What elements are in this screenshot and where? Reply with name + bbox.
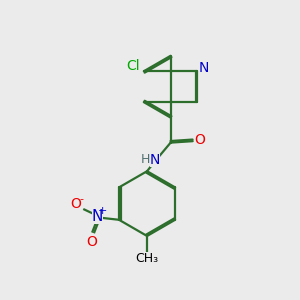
Text: H: H	[141, 153, 150, 166]
Text: CH₃: CH₃	[136, 252, 159, 265]
Text: Cl: Cl	[127, 59, 140, 73]
Text: +: +	[98, 206, 107, 216]
Text: -: -	[80, 194, 84, 204]
Text: N: N	[92, 209, 103, 224]
Text: O: O	[70, 197, 81, 211]
Text: O: O	[194, 133, 205, 147]
Text: O: O	[86, 235, 97, 249]
Text: N: N	[199, 61, 209, 75]
Text: N: N	[150, 153, 160, 167]
